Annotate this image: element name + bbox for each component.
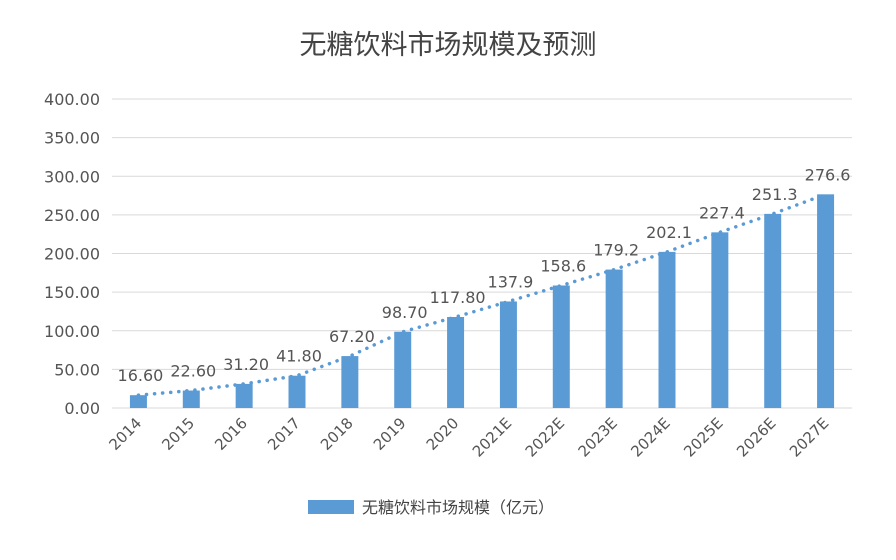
- data-label: 227.4: [699, 203, 745, 222]
- x-axis-ticks: 2014 2015 2016 2017 2018 2019 2020 2021E 2022E 20…: [106, 414, 833, 460]
- data-labels: 16.60 22.60 31.20 41.80 67.20 98.70117.80137.…: [118, 165, 851, 385]
- y-tick-label: 200.00: [44, 245, 100, 264]
- trend-line: [136, 192, 828, 397]
- x-tick-label: 2026E: [733, 414, 779, 460]
- bar: [764, 213, 782, 408]
- bar: [447, 316, 465, 408]
- bar: [182, 390, 200, 408]
- data-label: 22.60: [170, 362, 216, 381]
- y-axis-ticks: 0.00 50.00 100.00 150.00 200.00 250.00 300.00 3…: [44, 90, 100, 418]
- data-label: 158.6: [540, 256, 586, 275]
- data-label: 98.70: [382, 303, 428, 322]
- x-tick-label: 2017: [264, 414, 304, 454]
- x-tick-label: 2027E: [786, 414, 832, 460]
- bar: [817, 194, 835, 408]
- bar: [552, 285, 570, 408]
- x-tick-label: 2014: [106, 414, 146, 454]
- x-tick-label: 2023E: [575, 414, 621, 460]
- data-label: 179.2: [593, 241, 639, 260]
- bar: [288, 375, 306, 408]
- data-label: 31.20: [223, 355, 269, 374]
- y-tick-label: 400.00: [44, 90, 100, 109]
- data-label: 67.20: [329, 327, 375, 346]
- chart-title: 无糖饮料市场规模及预测: [300, 30, 597, 61]
- bar: [394, 331, 412, 408]
- data-label: 251.3: [752, 185, 798, 204]
- y-tick-label: 0.00: [64, 399, 100, 418]
- y-tick-label: 50.00: [54, 360, 100, 379]
- grid-lines: [112, 98, 852, 409]
- bar: [499, 301, 517, 408]
- x-tick-label: 2020: [423, 414, 463, 454]
- x-tick-label: 2015: [158, 414, 198, 454]
- data-label: 16.60: [118, 366, 164, 385]
- y-tick-label: 250.00: [44, 206, 100, 225]
- x-tick-label: 2021E: [469, 414, 515, 460]
- x-tick-label: 2024E: [627, 414, 673, 460]
- x-tick-label: 2018: [317, 414, 357, 454]
- legend-swatch: [308, 500, 354, 514]
- bar: [711, 232, 729, 408]
- bar: [658, 251, 676, 408]
- bar: [129, 395, 147, 408]
- y-tick-label: 100.00: [44, 322, 100, 341]
- x-tick-label: 2022E: [522, 414, 568, 460]
- y-tick-label: 300.00: [44, 167, 100, 186]
- legend-label: 无糖饮料市场规模（亿元）: [362, 498, 554, 517]
- trend-line-path: [136, 192, 828, 397]
- bars: [129, 194, 835, 408]
- bar: [235, 383, 253, 408]
- data-label: 117.80: [430, 288, 486, 307]
- y-tick-label: 350.00: [44, 129, 100, 148]
- data-label: 41.80: [276, 347, 322, 366]
- data-label: 137.9: [488, 272, 534, 291]
- x-tick-label: 2025E: [680, 414, 726, 460]
- bar: [605, 269, 623, 408]
- x-tick-label: 2016: [211, 414, 251, 454]
- x-tick-label: 2019: [370, 414, 410, 454]
- legend: 无糖饮料市场规模（亿元）: [308, 498, 554, 517]
- y-tick-label: 150.00: [44, 283, 100, 302]
- bar: [341, 356, 359, 408]
- data-label: 202.1: [646, 223, 692, 242]
- data-label: 276.6: [805, 165, 851, 184]
